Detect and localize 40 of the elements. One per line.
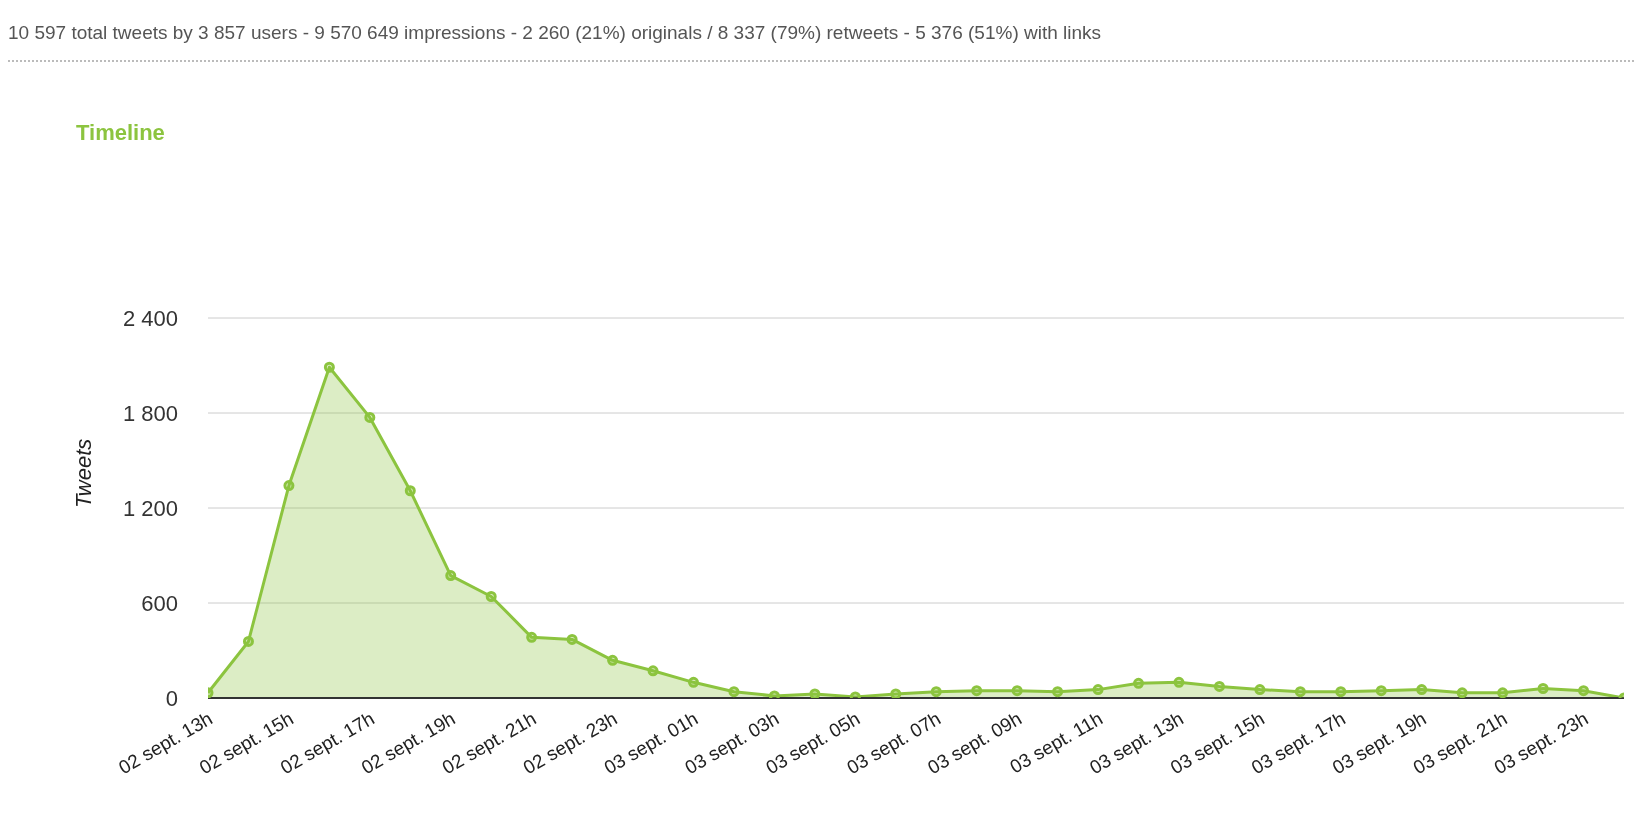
y-tick-label: 1 200 (122, 495, 178, 521)
y-axis-title: Tweets (70, 438, 96, 508)
point (809, 688, 821, 698)
point (1052, 686, 1064, 698)
point (728, 686, 740, 698)
point (971, 685, 983, 697)
chart-subtitle: 10 597 total tweets by 3 857 users - 9 570 649 impressions - 2 260 (21%) originals / 8 337 (79%) retweets - 5 376 (51%) with links (8, 22, 1634, 62)
point (687, 676, 699, 688)
chart-title: Timeline (76, 120, 165, 146)
point (1537, 683, 1549, 694)
y-tick-label: 2 400 (122, 305, 178, 331)
point (930, 686, 942, 698)
point (566, 633, 578, 645)
point (890, 688, 902, 698)
point (647, 665, 659, 677)
point (242, 635, 254, 647)
point (1578, 685, 1590, 697)
point (526, 631, 538, 643)
point (1497, 687, 1509, 698)
y-tick-label: 0 (165, 685, 178, 711)
point (1213, 680, 1225, 692)
point (1416, 684, 1428, 696)
point (1375, 685, 1387, 697)
point (1173, 676, 1185, 688)
y-tick-label: 600 (141, 590, 178, 616)
point (1254, 684, 1266, 696)
point (323, 361, 335, 373)
point (364, 411, 376, 423)
point (1335, 686, 1347, 698)
point (404, 485, 416, 497)
point (1294, 686, 1306, 698)
point (1092, 684, 1104, 696)
y-tick-label: 1 800 (122, 400, 178, 426)
point (607, 654, 619, 666)
point (1456, 687, 1468, 698)
point (445, 570, 457, 582)
point (1011, 685, 1023, 697)
point (283, 480, 295, 492)
point (1133, 677, 1145, 689)
point (485, 591, 497, 603)
